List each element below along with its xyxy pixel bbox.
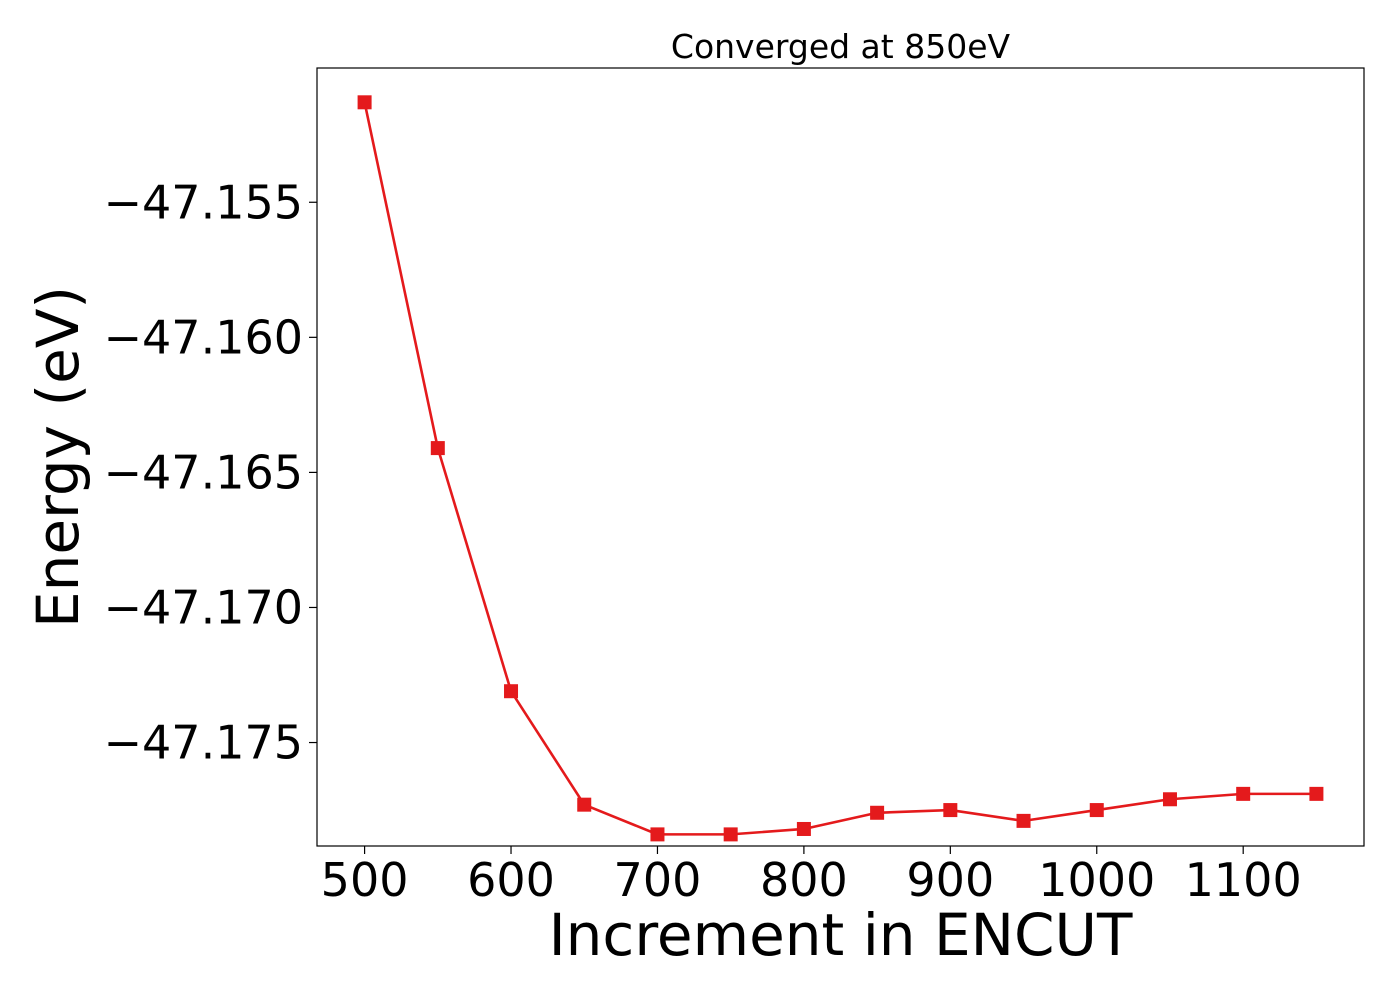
data-point-marker	[870, 805, 885, 820]
x-tick-label: 1100	[1185, 853, 1302, 907]
data-point-marker	[357, 95, 372, 110]
data-point-marker	[943, 803, 958, 818]
x-axis: 500 600 700 800 900 1000 1100	[321, 846, 1302, 907]
series-line	[363, 102, 1317, 836]
data-point-marker	[504, 684, 519, 699]
y-tick-label: −47.160	[104, 310, 304, 364]
chart-title: Converged at 850eV	[671, 27, 1011, 66]
x-tick-label: 1000	[1038, 853, 1155, 907]
data-point-marker	[1236, 786, 1251, 801]
data-point-marker	[650, 827, 665, 842]
plot-area	[316, 67, 1365, 847]
data-point-marker	[723, 827, 738, 842]
x-tick-label: 800	[760, 853, 848, 907]
data-point-marker	[430, 441, 445, 456]
data-point-marker	[1162, 792, 1177, 807]
y-axis: −47.155 −47.160 −47.165 −47.170 −47.175	[104, 175, 317, 770]
data-point-marker	[796, 821, 811, 836]
x-tick-label: 600	[467, 853, 555, 907]
data-point-marker	[1089, 803, 1104, 818]
plot-frame	[316, 67, 1365, 847]
y-tick-label: −47.175	[104, 716, 304, 770]
y-axis-label: Energy (eV)	[24, 286, 92, 628]
data-point-marker	[1016, 813, 1031, 828]
series-group	[357, 95, 1324, 842]
y-tick-label: −47.155	[104, 175, 304, 229]
data-point-marker	[577, 797, 592, 812]
y-tick-label: −47.165	[104, 445, 304, 499]
y-tick-label: −47.170	[104, 580, 304, 634]
x-tick-label: 500	[321, 853, 409, 907]
data-point-marker	[1309, 786, 1324, 801]
x-tick-label: 900	[906, 853, 994, 907]
x-tick-label: 700	[614, 853, 702, 907]
x-axis-label: Increment in ENCUT	[549, 901, 1133, 969]
